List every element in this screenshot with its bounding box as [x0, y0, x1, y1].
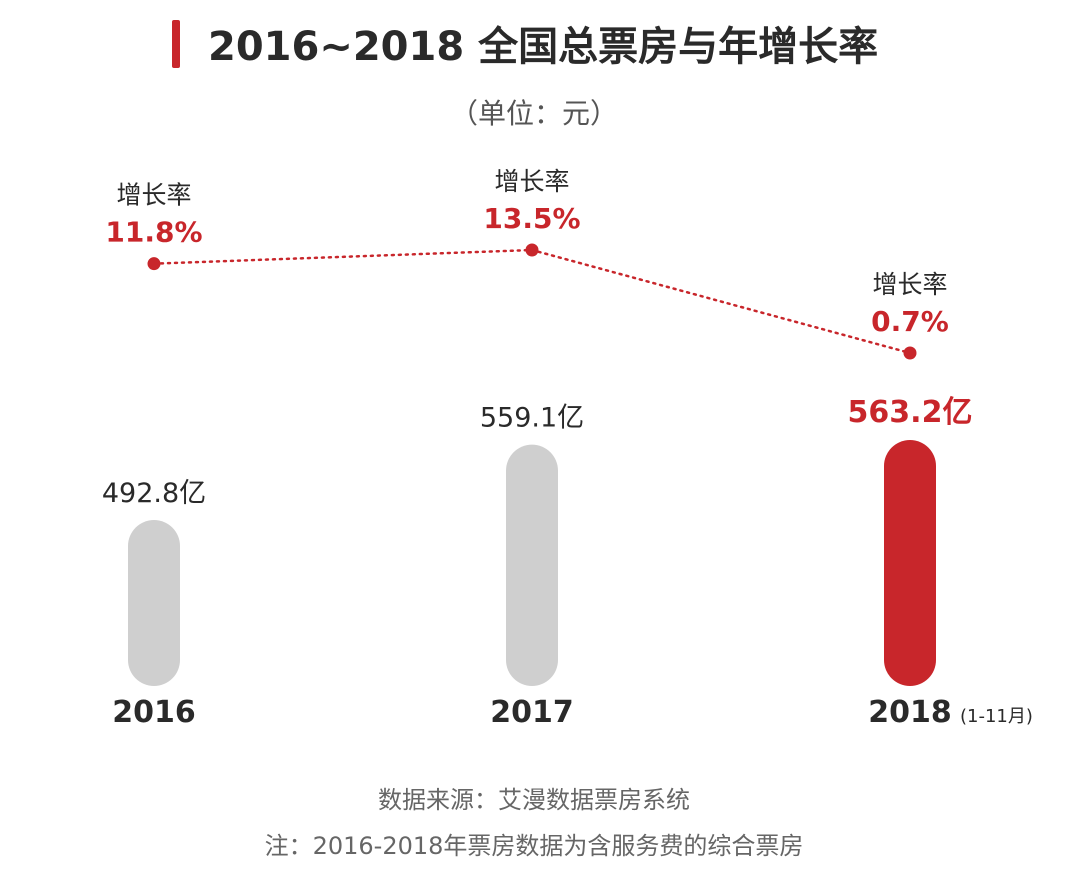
chart-title: 2016~2018 全国总票房与年增长率: [208, 24, 879, 70]
growth-value-label-2016: 11.8%: [105, 216, 202, 249]
growth-point-2018: [903, 346, 917, 360]
growth-point-2016: [147, 257, 161, 271]
bar-2018: [884, 440, 936, 686]
bar-value-label-2016: 492.8亿: [102, 478, 206, 509]
growth-value-label-2018: 0.7%: [871, 305, 949, 338]
growth-label-2017: 增长率: [494, 167, 569, 196]
x-tick-note-2018: (1-11月): [960, 706, 1033, 727]
growth-value-label-2017: 13.5%: [483, 202, 580, 235]
footnote: 注：2016-2018年票房数据为含服务费的综合票房: [264, 832, 804, 860]
chart-canvas: 492.8亿 2016 增长率 11.8% 559.1亿 2017 增长率 13.5% 563.…: [102, 167, 1033, 730]
bar-2017: [506, 444, 558, 686]
growth-point-2017: [525, 243, 539, 257]
growth-rate-line: [152, 248, 912, 355]
bar-2016: [128, 520, 180, 686]
bar-value-label-2018: 563.2亿: [848, 395, 973, 430]
growth-label-2018: 增长率: [872, 270, 947, 299]
title-accent-bar: [172, 20, 180, 68]
bar-value-label-2017: 559.1亿: [480, 403, 584, 434]
growth-label-2016: 增长率: [116, 181, 191, 210]
chart-subtitle: （单位：元）: [449, 97, 618, 130]
x-tick-label-2017: 2017: [490, 695, 574, 730]
x-tick-label-2016: 2016: [112, 695, 196, 730]
data-source-note: 数据来源：艾漫数据票房系统: [378, 786, 690, 814]
x-tick-label-2018: 2018: [868, 695, 952, 730]
